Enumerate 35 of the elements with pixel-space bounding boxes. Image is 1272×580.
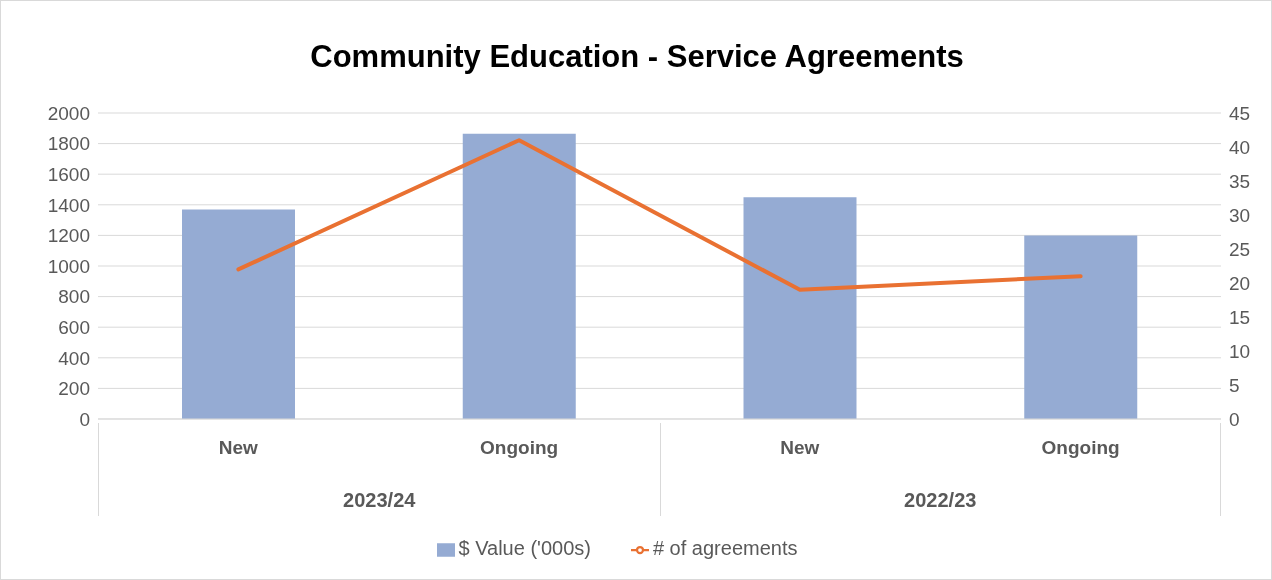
y-tick-label: 2000 [47, 102, 90, 124]
x-tick-label: New [218, 437, 259, 459]
x-tick-label: Ongoing [1041, 437, 1120, 459]
y-tick-label: 600 [58, 316, 90, 338]
y-tick-label: 1600 [47, 163, 90, 185]
line-series [236, 138, 1083, 292]
y-tick-label: 1400 [47, 194, 90, 216]
y-tick-label: 0 [79, 408, 90, 430]
y2-tick-label: 5 [1229, 374, 1240, 396]
bar [743, 197, 857, 419]
y2-tick-label: 0 [1229, 408, 1240, 430]
y2-tick-label: 25 [1229, 238, 1251, 260]
y-tick-label: 200 [58, 378, 90, 400]
bar [462, 133, 576, 419]
legend-label: # of agreements [652, 537, 798, 559]
y2-tick-label: 35 [1229, 170, 1251, 192]
y2-tick-label: 20 [1229, 272, 1251, 294]
text: 2023/24 [342, 489, 417, 512]
legend-label: $ Value ('000s) [458, 537, 591, 559]
text: 2022/23 [903, 489, 978, 512]
y2-tick-label: 15 [1229, 306, 1251, 328]
bar [1024, 235, 1138, 419]
y2-tick-label: 10 [1229, 340, 1251, 362]
y2-tick-label: 30 [1229, 204, 1251, 226]
y2-tick-label: 45 [1229, 102, 1251, 124]
x-tick-label: New [780, 437, 820, 459]
y-tick-label: 1200 [47, 225, 90, 247]
chart-title: Community Education - Service Agreements [309, 39, 965, 75]
y2-tick-label: 40 [1229, 136, 1251, 158]
bar [182, 209, 295, 419]
y-tick-label: 1800 [47, 133, 90, 155]
y-tick-label: 1000 [47, 255, 90, 277]
x-tick-label: Ongoing [480, 437, 559, 459]
y-tick-label: 400 [58, 347, 90, 369]
y-tick-label: 800 [58, 286, 90, 308]
